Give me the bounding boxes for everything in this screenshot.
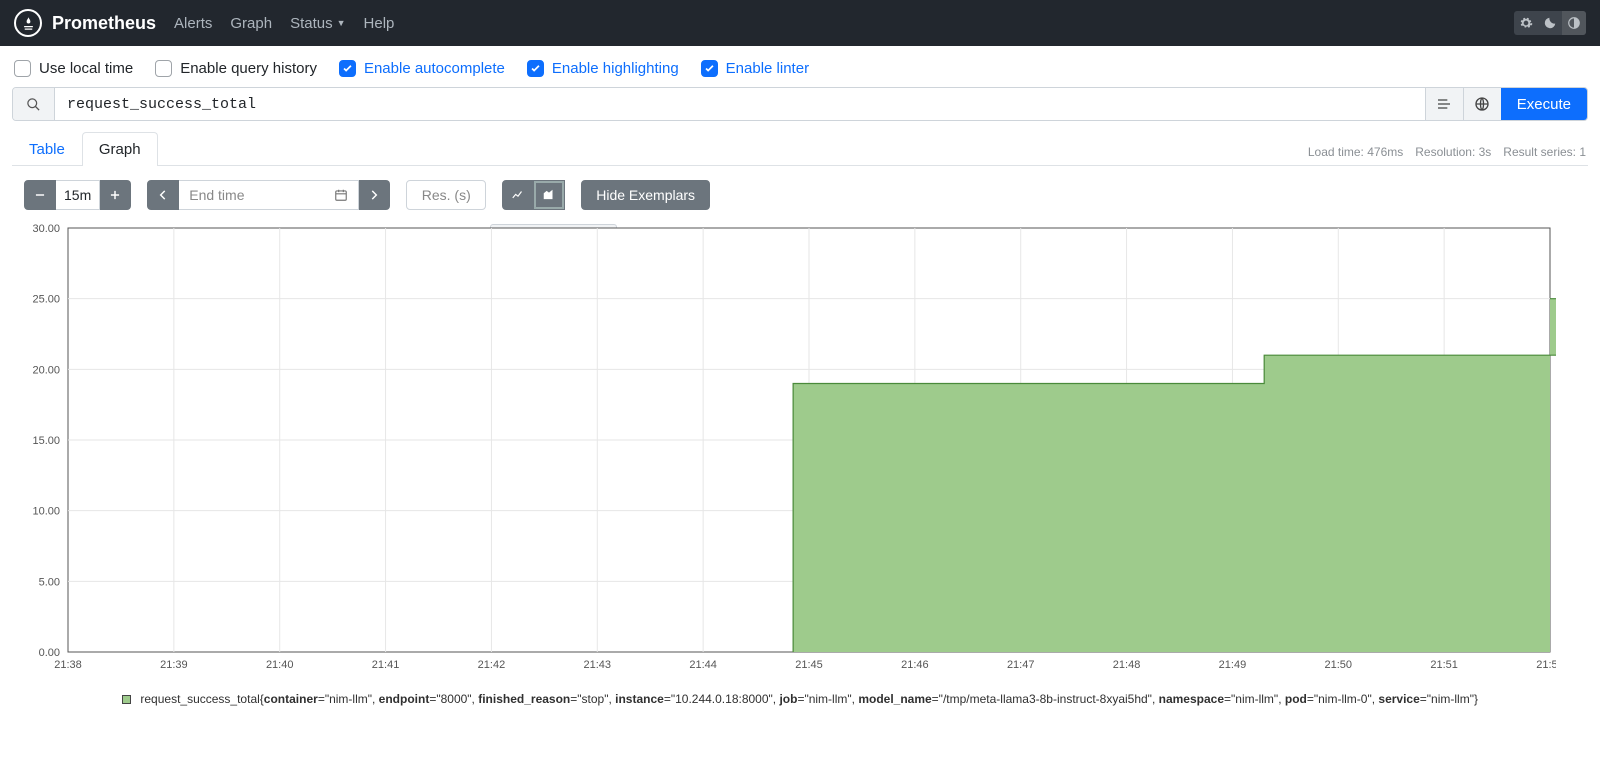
nav-status-label: Status xyxy=(290,15,333,32)
option-highlighting-label: Enable highlighting xyxy=(552,60,679,77)
resolution-input[interactable]: Res. (s) xyxy=(406,180,486,210)
range-decrease-button[interactable] xyxy=(24,180,56,210)
range-value[interactable]: 15m xyxy=(56,180,100,210)
prometheus-logo-icon xyxy=(14,9,42,37)
query-options-row: Use local time Enable query history Enab… xyxy=(0,46,1600,87)
calendar-icon xyxy=(334,188,348,202)
top-navbar: Prometheus Alerts Graph Status ▼ Help xyxy=(0,0,1600,46)
legend-text: request_success_total{container="nim-llm… xyxy=(140,692,1478,706)
range-increase-button[interactable] xyxy=(100,180,131,210)
search-icon xyxy=(13,88,55,120)
svg-text:21:52: 21:52 xyxy=(1536,659,1556,671)
svg-text:21:51: 21:51 xyxy=(1430,659,1458,671)
globe-icon[interactable] xyxy=(1463,88,1501,120)
chart-type-toggle: Show stacked graph xyxy=(502,180,565,210)
svg-text:15.00: 15.00 xyxy=(32,435,60,447)
range-stepper: 15m xyxy=(24,180,131,210)
stat-load-time: Load time: 476ms xyxy=(1308,145,1403,159)
nav-links: Alerts Graph Status ▼ Help xyxy=(174,15,394,32)
svg-text:30.00: 30.00 xyxy=(32,224,60,235)
option-highlighting[interactable]: Enable highlighting xyxy=(527,60,679,77)
svg-text:21:50: 21:50 xyxy=(1325,659,1353,671)
query-input[interactable] xyxy=(55,88,1425,120)
checkbox-checked-icon xyxy=(339,60,356,77)
execute-button[interactable]: Execute xyxy=(1501,88,1587,120)
svg-text:25.00: 25.00 xyxy=(32,294,60,306)
chevron-down-icon: ▼ xyxy=(337,18,346,28)
end-time-group: End time xyxy=(147,180,390,210)
option-query-history[interactable]: Enable query history xyxy=(155,60,317,77)
stacked-chart-button[interactable] xyxy=(534,180,565,210)
svg-text:21:49: 21:49 xyxy=(1219,659,1247,671)
svg-text:21:45: 21:45 xyxy=(795,659,823,671)
graph-controls: 15m End time Res. (s) Show stacked graph… xyxy=(0,166,1600,218)
svg-text:21:40: 21:40 xyxy=(266,659,294,671)
option-local-time-label: Use local time xyxy=(39,60,133,77)
time-back-button[interactable] xyxy=(147,180,179,210)
nav-help[interactable]: Help xyxy=(364,15,395,32)
svg-text:21:43: 21:43 xyxy=(584,659,612,671)
chart-container: 0.00 5.00 10.00 15.00 20.00 25.00 30.00 21:38 21… xyxy=(24,224,1576,674)
legend-swatch xyxy=(122,695,131,704)
svg-text:21:44: 21:44 xyxy=(689,659,717,671)
stat-result-series: Result series: 1 xyxy=(1503,145,1586,159)
svg-text:21:41: 21:41 xyxy=(372,659,400,671)
svg-text:21:38: 21:38 xyxy=(54,659,82,671)
time-forward-button[interactable] xyxy=(359,180,390,210)
tab-row: Table Graph Load time: 476ms Resolution:… xyxy=(12,131,1588,166)
theme-controls xyxy=(1514,11,1586,35)
format-query-button[interactable] xyxy=(1425,88,1463,120)
option-autocomplete-label: Enable autocomplete xyxy=(364,60,505,77)
checkbox-checked-icon xyxy=(701,60,718,77)
svg-text:5.00: 5.00 xyxy=(39,576,60,588)
checkbox-checked-icon xyxy=(527,60,544,77)
contrast-icon[interactable] xyxy=(1562,11,1586,35)
svg-text:10.00: 10.00 xyxy=(32,506,60,518)
moon-icon[interactable] xyxy=(1538,11,1562,35)
brand[interactable]: Prometheus xyxy=(14,9,156,37)
svg-text:21:48: 21:48 xyxy=(1113,659,1141,671)
option-query-history-label: Enable query history xyxy=(180,60,317,77)
stat-resolution: Resolution: 3s xyxy=(1415,145,1491,159)
query-stats: Load time: 476ms Resolution: 3s Result s… xyxy=(1308,139,1588,165)
nav-alerts[interactable]: Alerts xyxy=(174,15,212,32)
nav-graph[interactable]: Graph xyxy=(230,15,272,32)
option-autocomplete[interactable]: Enable autocomplete xyxy=(339,60,505,77)
svg-text:0.00: 0.00 xyxy=(39,647,60,659)
nav-status[interactable]: Status ▼ xyxy=(290,15,345,32)
option-linter[interactable]: Enable linter xyxy=(701,60,809,77)
legend[interactable]: request_success_total{container="nim-llm… xyxy=(0,684,1600,716)
svg-text:20.00: 20.00 xyxy=(32,364,60,376)
svg-text:21:47: 21:47 xyxy=(1007,659,1035,671)
brand-name: Prometheus xyxy=(52,13,156,34)
line-chart-button[interactable] xyxy=(502,180,534,210)
svg-text:21:46: 21:46 xyxy=(901,659,929,671)
svg-text:21:39: 21:39 xyxy=(160,659,188,671)
hide-exemplars-button[interactable]: Hide Exemplars xyxy=(581,180,710,210)
query-bar: Execute xyxy=(12,87,1588,121)
checkbox-unchecked-icon xyxy=(14,60,31,77)
end-time-input[interactable]: End time xyxy=(179,180,359,210)
option-linter-label: Enable linter xyxy=(726,60,809,77)
tab-table[interactable]: Table xyxy=(12,132,82,166)
option-local-time[interactable]: Use local time xyxy=(14,60,133,77)
chart-svg[interactable]: 0.00 5.00 10.00 15.00 20.00 25.00 30.00 21:38 21… xyxy=(24,224,1556,674)
tab-graph[interactable]: Graph xyxy=(82,132,158,166)
svg-text:21:42: 21:42 xyxy=(478,659,506,671)
gear-icon[interactable] xyxy=(1514,11,1538,35)
checkbox-unchecked-icon xyxy=(155,60,172,77)
